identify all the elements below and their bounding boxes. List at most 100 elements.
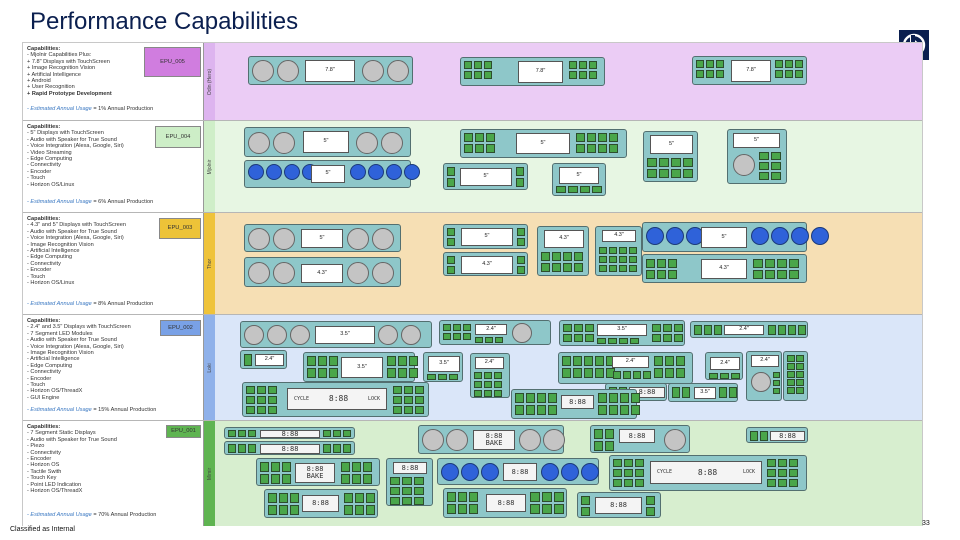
green-button[interactable] <box>474 381 482 388</box>
green-button[interactable] <box>573 356 582 366</box>
green-button[interactable] <box>486 133 495 142</box>
green-button[interactable] <box>409 368 418 378</box>
green-button[interactable] <box>447 256 455 264</box>
green-button[interactable] <box>257 396 266 404</box>
green-button[interactable] <box>581 496 590 505</box>
green-button[interactable] <box>415 386 424 394</box>
green-button[interactable] <box>409 356 418 366</box>
green-button[interactable] <box>569 61 577 69</box>
green-button[interactable] <box>449 374 458 380</box>
green-button[interactable] <box>268 406 277 414</box>
green-button[interactable] <box>704 325 712 335</box>
green-button[interactable] <box>517 256 525 264</box>
green-button[interactable] <box>554 504 564 514</box>
green-button[interactable] <box>759 152 769 160</box>
green-button[interactable] <box>584 368 593 378</box>
rotary-knob[interactable] <box>378 325 398 345</box>
green-button[interactable] <box>796 387 804 394</box>
green-button[interactable] <box>599 265 607 272</box>
green-button[interactable] <box>668 270 677 279</box>
green-button[interactable] <box>716 70 724 78</box>
green-button[interactable] <box>248 444 256 453</box>
green-button[interactable] <box>767 459 776 467</box>
green-button[interactable] <box>589 71 597 79</box>
green-button[interactable] <box>260 462 269 472</box>
green-button[interactable] <box>447 167 455 176</box>
green-button[interactable] <box>671 158 681 167</box>
green-button[interactable] <box>341 462 350 472</box>
green-button[interactable] <box>787 379 795 386</box>
green-button[interactable] <box>598 144 607 153</box>
green-button[interactable] <box>709 373 718 379</box>
blue-button[interactable] <box>646 227 664 245</box>
green-button[interactable] <box>530 492 540 502</box>
green-button[interactable] <box>246 406 255 414</box>
green-button[interactable] <box>404 396 413 404</box>
green-button[interactable] <box>609 144 618 153</box>
green-button[interactable] <box>387 368 396 378</box>
green-button[interactable] <box>796 355 804 362</box>
green-button[interactable] <box>620 405 629 415</box>
green-button[interactable] <box>474 71 482 79</box>
green-button[interactable] <box>671 169 681 178</box>
green-button[interactable] <box>714 325 722 335</box>
green-button[interactable] <box>282 462 291 472</box>
green-button[interactable] <box>228 430 236 437</box>
green-button[interactable] <box>469 492 478 502</box>
green-button[interactable] <box>580 186 590 193</box>
green-button[interactable] <box>719 387 727 398</box>
green-button[interactable] <box>494 381 502 388</box>
green-button[interactable] <box>542 492 552 502</box>
green-button[interactable] <box>731 373 740 379</box>
green-button[interactable] <box>775 60 783 68</box>
green-button[interactable] <box>778 459 787 467</box>
green-button[interactable] <box>598 393 607 403</box>
green-button[interactable] <box>563 252 572 261</box>
rotary-knob[interactable] <box>751 372 771 392</box>
green-button[interactable] <box>341 474 350 484</box>
green-button[interactable] <box>494 390 502 397</box>
green-button[interactable] <box>787 371 795 378</box>
green-button[interactable] <box>515 405 524 415</box>
green-button[interactable] <box>765 259 775 268</box>
green-button[interactable] <box>474 372 482 379</box>
green-button[interactable] <box>659 158 669 167</box>
green-button[interactable] <box>595 356 604 366</box>
green-button[interactable] <box>438 374 447 380</box>
green-button[interactable] <box>605 429 614 439</box>
blue-button[interactable] <box>561 463 579 481</box>
green-button[interactable] <box>290 493 299 503</box>
green-button[interactable] <box>672 387 680 398</box>
green-button[interactable] <box>323 444 331 453</box>
green-button[interactable] <box>654 368 663 378</box>
green-button[interactable] <box>665 356 674 366</box>
green-button[interactable] <box>788 325 796 335</box>
green-button[interactable] <box>402 477 412 485</box>
rotary-knob[interactable] <box>244 325 264 345</box>
green-button[interactable] <box>775 70 783 78</box>
blue-button[interactable] <box>248 164 264 180</box>
rotary-knob[interactable] <box>248 228 270 250</box>
green-button[interactable] <box>548 393 557 403</box>
green-button[interactable] <box>683 169 693 178</box>
green-button[interactable] <box>753 270 763 279</box>
blue-button[interactable] <box>284 164 300 180</box>
green-button[interactable] <box>706 60 714 68</box>
green-button[interactable] <box>652 334 661 342</box>
blue-button[interactable] <box>811 227 829 245</box>
green-button[interactable] <box>458 504 467 514</box>
green-button[interactable] <box>778 479 787 487</box>
green-button[interactable] <box>674 334 683 342</box>
green-button[interactable] <box>676 368 685 378</box>
green-button[interactable] <box>390 487 400 495</box>
green-button[interactable] <box>598 133 607 142</box>
rotary-knob[interactable] <box>733 154 755 176</box>
green-button[interactable] <box>390 477 400 485</box>
green-button[interactable] <box>515 393 524 403</box>
blue-button[interactable] <box>350 164 366 180</box>
green-button[interactable] <box>609 405 618 415</box>
green-button[interactable] <box>517 228 525 236</box>
green-button[interactable] <box>271 462 280 472</box>
rotary-knob[interactable] <box>252 60 274 82</box>
rotary-knob[interactable] <box>273 262 295 284</box>
